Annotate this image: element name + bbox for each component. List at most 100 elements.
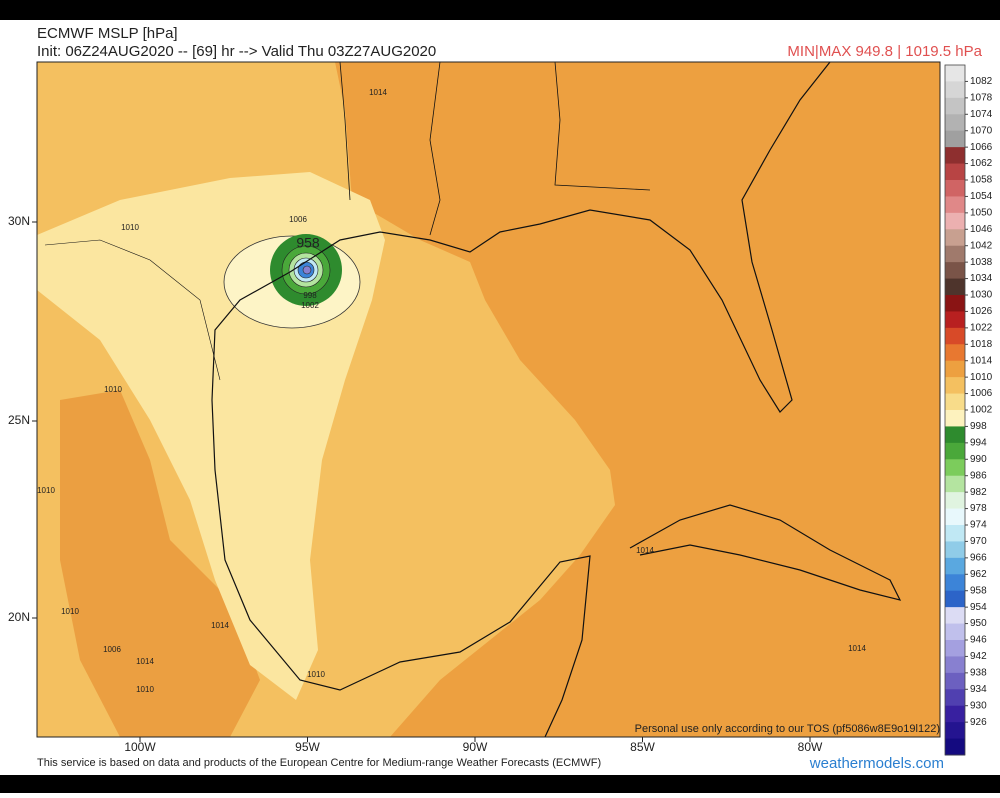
contour-label: 1010 (61, 607, 79, 616)
colorbar-cell (945, 360, 965, 378)
site-link[interactable]: weathermodels.com (809, 755, 944, 772)
min-max: MIN|MAX 949.8 | 1019.5 hPa (787, 43, 982, 60)
colorbar-label: 1070 (970, 125, 993, 136)
colorbar-cell (945, 65, 965, 82)
lon-label: 90W (463, 740, 488, 754)
storm-core (302, 265, 312, 275)
colorbar-label: 1050 (970, 207, 993, 218)
land-patch (60, 390, 260, 737)
colorbar-cell (945, 525, 965, 542)
coastlines (44, 62, 902, 737)
lon-label: 100W (124, 740, 156, 754)
colorbar-label: 966 (970, 552, 987, 563)
colorbar-label: 1030 (970, 290, 993, 301)
colorbar-label: 1006 (970, 388, 993, 399)
colorbar-cell (945, 557, 965, 575)
colorbar-cell (945, 262, 965, 280)
colorbar-label: 954 (970, 602, 987, 613)
colorbar-cell (945, 607, 965, 625)
colorbar-cell (945, 295, 965, 312)
colorbar-cell (945, 705, 965, 723)
colorbar-label: 1026 (970, 306, 993, 317)
contour-label: 1010 (136, 685, 154, 694)
colorbar-label: 1022 (970, 322, 993, 333)
colorbar-cell (945, 656, 965, 674)
colorbar-cell (945, 97, 965, 115)
colorbar-label: 978 (970, 503, 987, 514)
colorbar-cell (945, 147, 965, 165)
colorbar-cell (945, 541, 965, 559)
contour-label: 1010 (307, 670, 325, 679)
colorbar-label: 1034 (970, 273, 993, 284)
lon-label: 95W (295, 740, 320, 754)
init-line: Init: 06Z24AUG2020 -- [69] hr --> Valid … (37, 43, 436, 60)
colorbar-cell (945, 393, 965, 411)
title: ECMWF MSLP [hPa] (37, 25, 178, 42)
top-bar (0, 0, 1000, 20)
map-border (36, 61, 941, 738)
colorbar-label: 938 (970, 667, 987, 678)
colorbar-cell (945, 114, 965, 132)
colorbar-label: 1082 (970, 76, 993, 87)
colorbar-label: 1062 (970, 158, 993, 169)
lon-label: 80W (798, 740, 823, 754)
contour-label: 1006 (103, 645, 121, 654)
colorbar-cell (945, 180, 965, 197)
colorbar-label: 942 (970, 651, 987, 662)
colorbar-cell (945, 475, 965, 493)
contour-label: 1014 (211, 621, 229, 630)
colorbar-label: 970 (970, 536, 987, 547)
colorbar-label: 998 (970, 421, 987, 432)
colorbar-label: 986 (970, 470, 987, 481)
contour-label: 1010 (121, 223, 139, 232)
colorbar-cell (945, 130, 965, 148)
colorbar-cell (945, 229, 965, 247)
colorbar-cell (945, 245, 965, 263)
colorbar-cell (945, 327, 965, 345)
contour-label: 998 (303, 291, 317, 300)
bottom-bar (0, 775, 1000, 793)
colorbar-cell (945, 212, 965, 230)
colorbar-cell (945, 574, 965, 592)
lon-label: 85W (630, 740, 655, 754)
contour-label: 1010 (37, 486, 55, 495)
colorbar-cell (945, 640, 965, 657)
tos-note: Personal use only according to our TOS (… (635, 723, 940, 735)
colorbar-cell (945, 311, 965, 329)
colorbar-label: 1038 (970, 257, 993, 268)
colorbar-cell (945, 196, 965, 214)
colorbar-cell (945, 426, 965, 444)
colorbar-label: 1046 (970, 224, 993, 235)
colorbar-label: 1002 (970, 405, 993, 416)
lat-label: 20N (8, 610, 30, 624)
colorbar-cell (945, 459, 965, 477)
colorbar-label: 1010 (970, 372, 993, 383)
colorbar-label: 1014 (970, 355, 993, 366)
colorbar-label: 1074 (970, 109, 993, 120)
colorbar-label: 946 (970, 635, 987, 646)
colorbar-cell (945, 722, 965, 740)
colorbar-cell (945, 344, 965, 362)
colorbar-label: 962 (970, 569, 987, 580)
colorbar-label: 1066 (970, 142, 993, 153)
colorbar-cell (945, 672, 965, 690)
colorbar-label: 994 (970, 437, 987, 448)
colorbar-label: 934 (970, 684, 987, 695)
colorbar-cell (945, 623, 965, 641)
contour-label: 1002 (301, 301, 319, 310)
lat-label: 30N (8, 214, 30, 228)
colorbar-cell (945, 163, 965, 181)
colorbar-cell (945, 492, 965, 510)
contour-label: 1010 (104, 385, 122, 394)
colorbar-label: 1018 (970, 339, 993, 350)
colorbar-cell (945, 278, 965, 296)
colorbar: 1082 1078 1074 1070 1066 1062 1058 1054 1050 1046… (944, 64, 993, 756)
colorbar-label: 974 (970, 520, 987, 531)
colorbar-label: 950 (970, 618, 987, 629)
colorbar-cell (945, 738, 965, 756)
attribution: This service is based on data and produc… (37, 757, 601, 769)
colorbar-label: 926 (970, 717, 987, 728)
colorbar-cell (945, 377, 965, 395)
colorbar-label: 1042 (970, 240, 993, 251)
